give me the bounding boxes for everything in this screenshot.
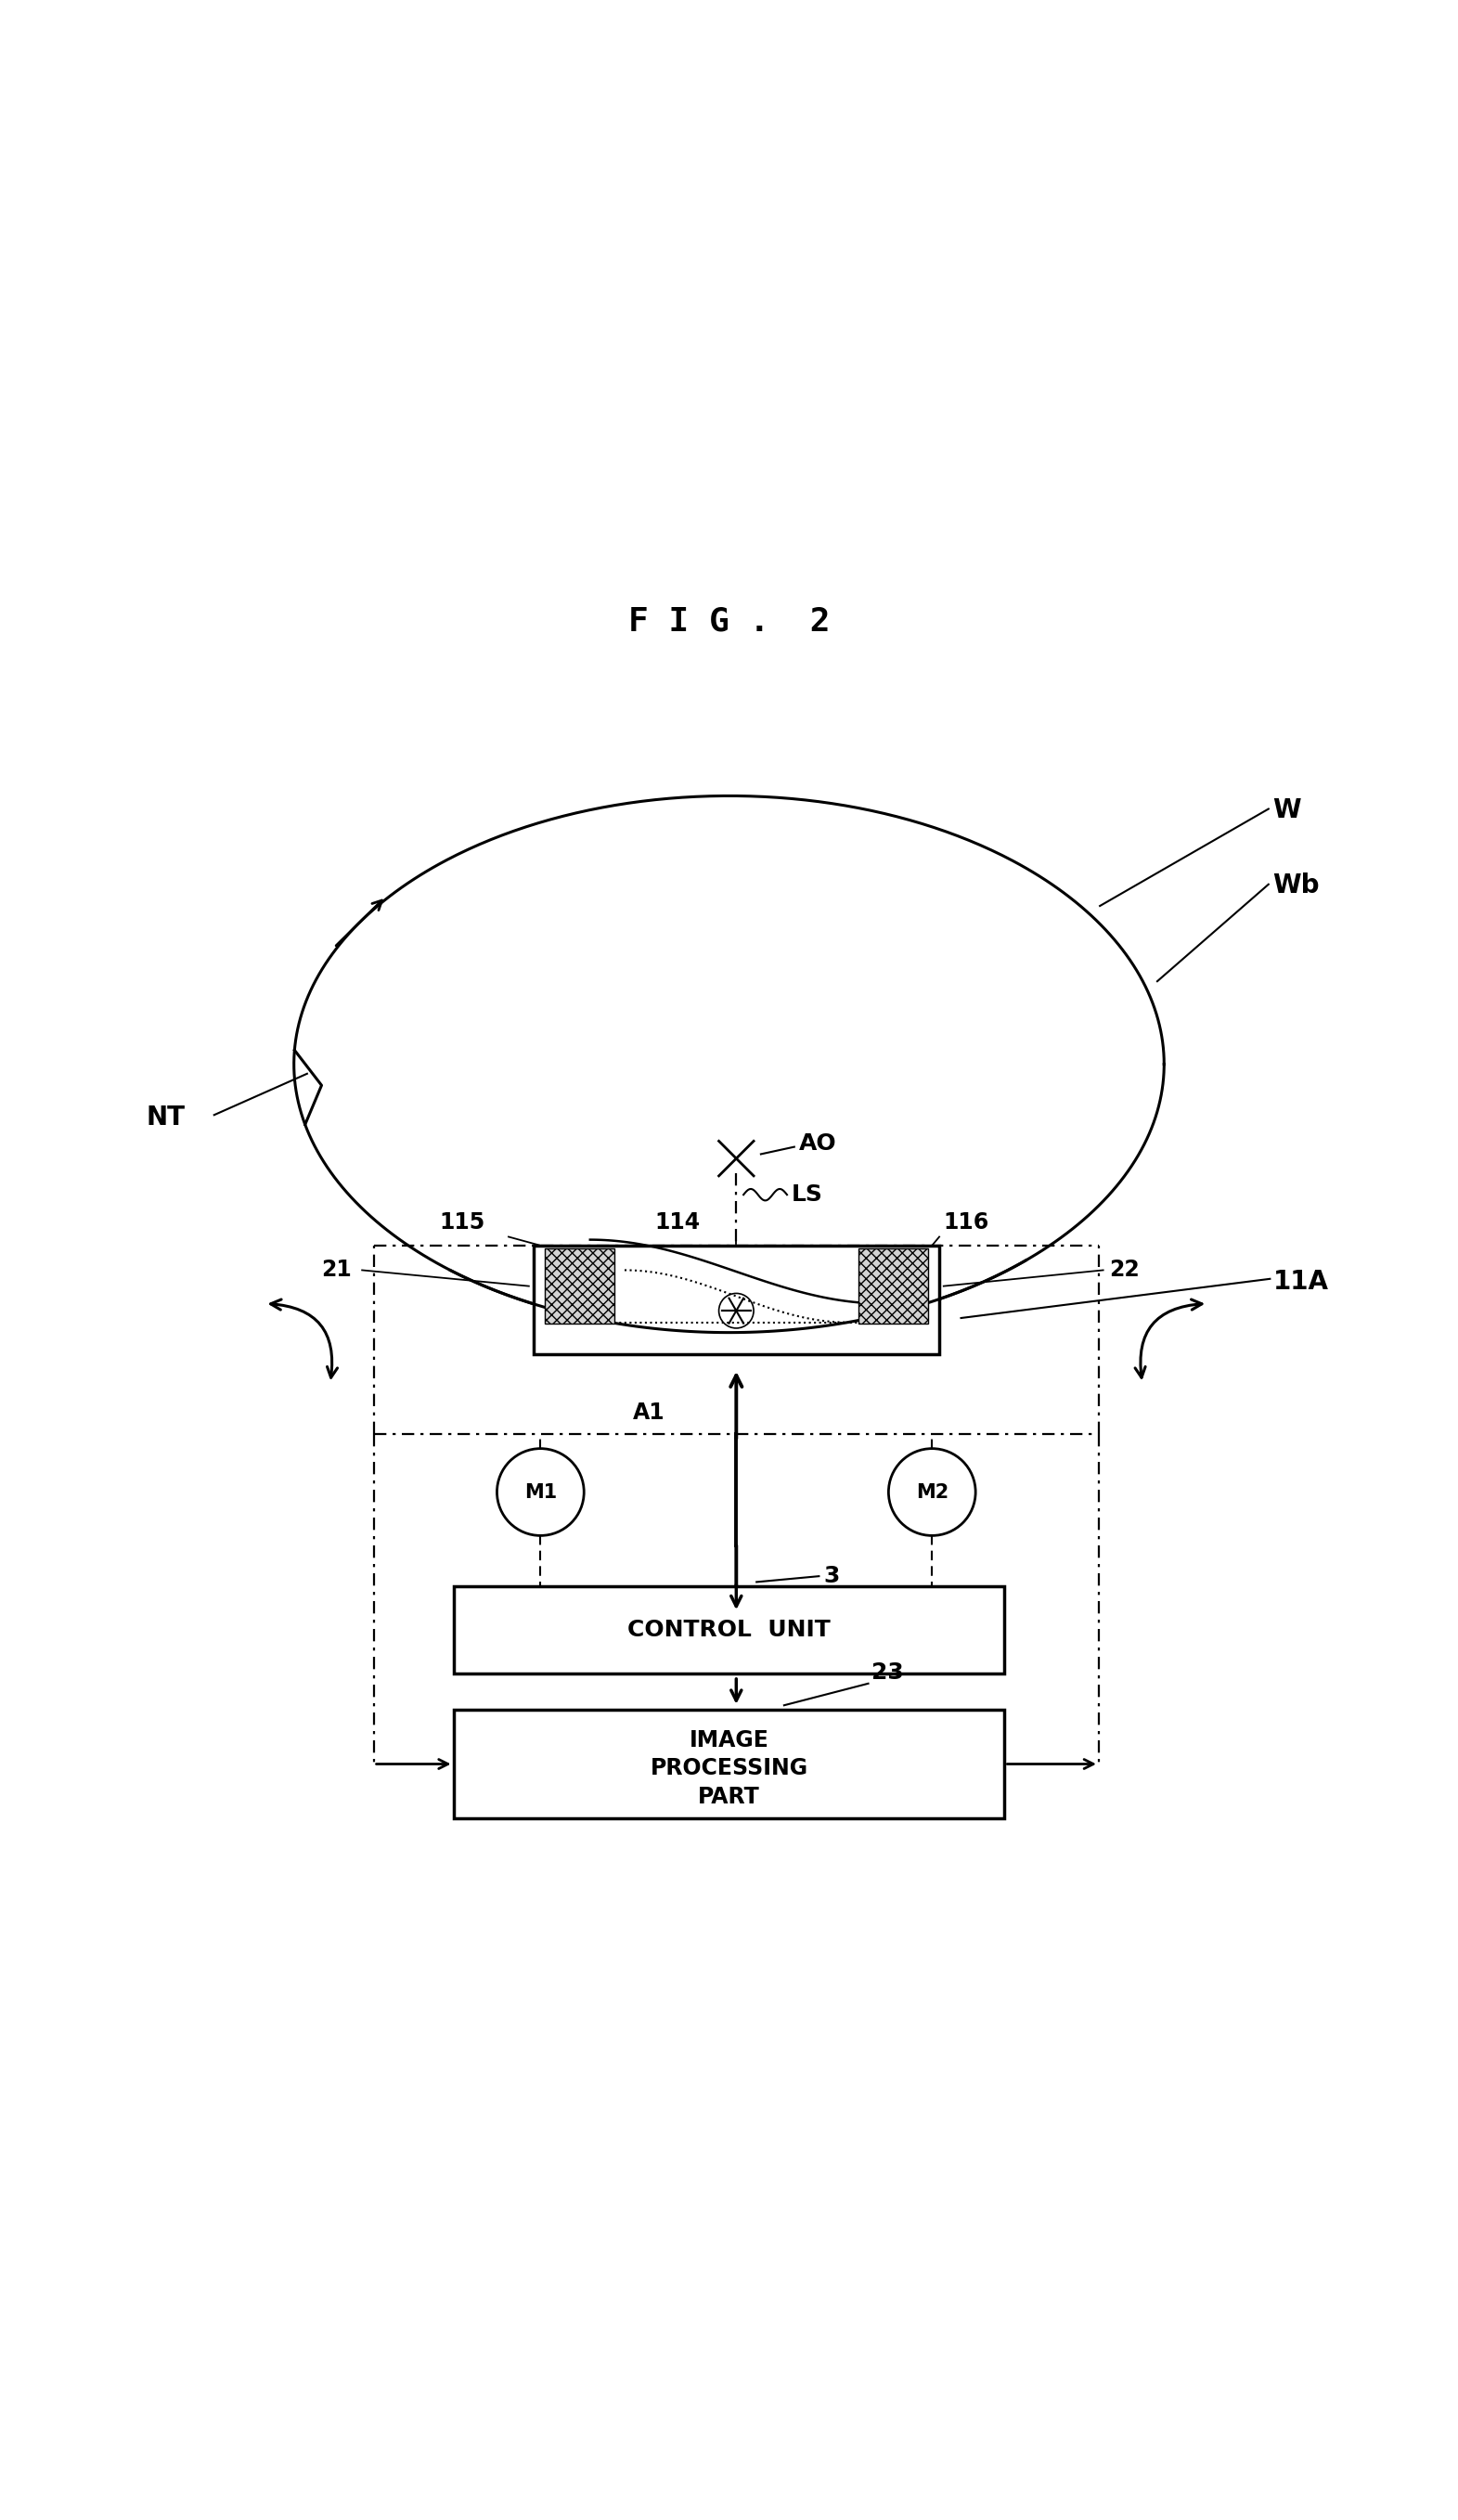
Text: 3: 3: [824, 1565, 840, 1588]
Text: AO: AO: [799, 1134, 837, 1154]
Text: Wb: Wb: [1273, 872, 1319, 900]
Text: CONTROL  UNIT: CONTROL UNIT: [627, 1618, 831, 1641]
Text: 22: 22: [1110, 1260, 1139, 1280]
Bar: [545, 1247, 614, 1323]
Bar: [859, 1247, 927, 1323]
Text: IMAGE: IMAGE: [690, 1729, 768, 1751]
Text: NT: NT: [146, 1104, 185, 1131]
Text: W: W: [1273, 796, 1302, 824]
Circle shape: [888, 1449, 975, 1535]
Bar: [534, 1245, 939, 1353]
Text: A1: A1: [633, 1401, 665, 1424]
Text: 116: 116: [943, 1212, 990, 1235]
Circle shape: [497, 1449, 585, 1535]
Text: 115: 115: [440, 1212, 486, 1235]
Bar: [453, 1709, 1005, 1819]
Text: 114: 114: [655, 1212, 700, 1235]
Bar: [453, 1588, 1005, 1673]
Text: PART: PART: [698, 1787, 760, 1807]
Text: 21: 21: [322, 1260, 351, 1280]
Text: F I G .  2: F I G . 2: [628, 605, 830, 638]
Text: 23: 23: [870, 1661, 904, 1683]
Text: M1: M1: [523, 1482, 557, 1502]
Text: LS: LS: [792, 1184, 822, 1207]
Text: PROCESSING: PROCESSING: [650, 1756, 808, 1779]
Text: 11A: 11A: [1273, 1268, 1328, 1295]
Text: M2: M2: [916, 1482, 948, 1502]
